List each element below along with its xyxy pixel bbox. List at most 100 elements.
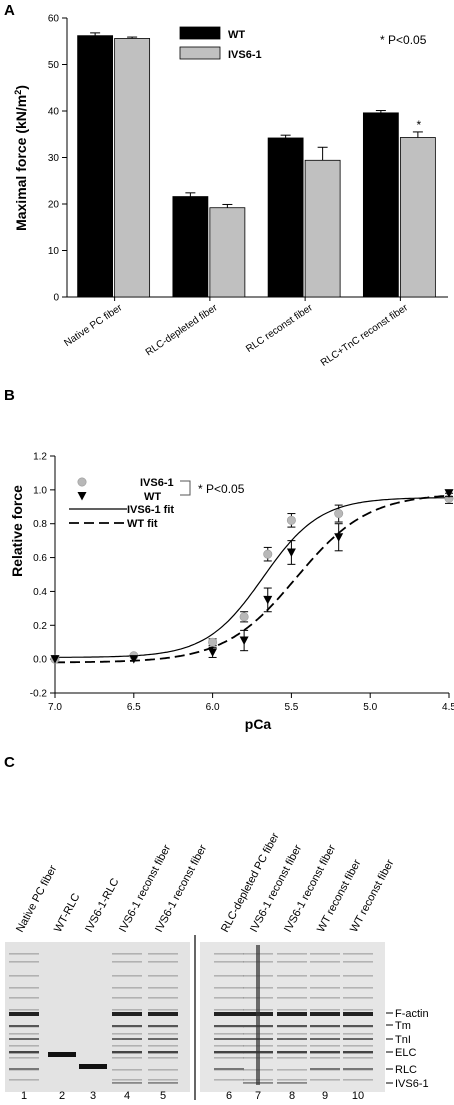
gel-band-faint	[310, 1009, 340, 1011]
lane-label: WT-RLC	[52, 891, 82, 934]
band-label: IVS6-1	[395, 1078, 429, 1090]
data-point-circle	[286, 515, 296, 525]
legend-marker-circle	[77, 477, 87, 487]
gel-band-faint	[310, 961, 340, 963]
gel-band-faint	[310, 1033, 340, 1035]
x-tick-label: 5.0	[363, 702, 377, 713]
x-tick-label: RLC reconst fiber	[244, 302, 315, 355]
x-tick-label: 7.0	[48, 702, 62, 713]
gel-band-f-actin	[214, 1012, 244, 1016]
gel-band-f-actin	[148, 1012, 178, 1016]
gel-band-ivs6-1	[148, 1082, 178, 1084]
lane-number: 4	[124, 1090, 130, 1102]
fit-curve	[55, 497, 449, 658]
gel-band-elc	[214, 1051, 244, 1054]
gel-band-faint	[343, 1057, 373, 1059]
gel-band-faint	[9, 975, 39, 977]
gel-band-faint	[112, 987, 142, 989]
gel-band-faint	[148, 1057, 178, 1059]
lane-number: 3	[90, 1090, 96, 1102]
x-tick-label: 4.5	[442, 702, 454, 713]
bar	[362, 112, 399, 298]
gel-band-faint	[277, 961, 307, 963]
gel-band-faint	[310, 975, 340, 977]
gel-band-rlc	[310, 1068, 340, 1070]
gel-band-faint	[343, 987, 373, 989]
fit-curve	[55, 494, 450, 664]
lane-number: 7	[255, 1090, 261, 1102]
gel-band-faint	[148, 997, 178, 999]
gel-band-faint	[9, 1057, 39, 1059]
gel-band-faint	[112, 1079, 142, 1081]
significance-note: * P<0.05	[380, 33, 427, 47]
lane-number: 5	[160, 1090, 166, 1102]
gel-band-ivs6-1	[277, 1082, 307, 1084]
gel-band-faint	[214, 1045, 244, 1047]
gel-band-faint	[148, 961, 178, 963]
gel-band-faint	[343, 1009, 373, 1011]
gel-band-faint	[277, 1079, 307, 1081]
y-tick-label: 20	[48, 200, 60, 211]
gel-band-rlc	[9, 1068, 39, 1070]
gel-band-tm	[214, 1025, 244, 1028]
gel-band-faint	[277, 1057, 307, 1059]
gel-band-faint	[148, 1033, 178, 1035]
gel-band-faint	[343, 975, 373, 977]
gel-band-faint	[9, 1009, 39, 1011]
lane-number: 2	[59, 1090, 65, 1102]
data-point-triangle	[50, 655, 60, 664]
gel-band-tm	[310, 1025, 340, 1028]
gel-band-faint	[277, 997, 307, 999]
band-label: Tm	[395, 1020, 411, 1032]
gel-band-faint	[9, 1033, 39, 1035]
gel-band-tni	[277, 1038, 307, 1040]
gel-band-faint	[214, 1057, 244, 1059]
gel-band-faint	[310, 997, 340, 999]
band-label: TnI	[395, 1034, 411, 1046]
data-point-triangle	[444, 489, 454, 498]
x-tick-label: 6.5	[127, 702, 141, 713]
gel-band-faint	[343, 1079, 373, 1081]
legend-label: IVS6-1	[140, 477, 174, 489]
y-tick-label: 0.0	[33, 655, 47, 666]
lane-number: 10	[352, 1090, 364, 1102]
gel-band-faint	[277, 975, 307, 977]
gel-band-faint	[112, 997, 142, 999]
significance-note: * P<0.05	[198, 482, 245, 496]
data-point-triangle	[263, 595, 273, 605]
y-tick-label: 40	[48, 107, 60, 118]
gel-band-faint	[148, 1045, 178, 1047]
y-axis-title: Maximal force (kN/m2)	[13, 85, 29, 231]
gel-right-block	[200, 942, 385, 1092]
lane-number: 6	[226, 1090, 232, 1102]
gel-band-faint	[277, 1033, 307, 1035]
bar	[77, 35, 114, 298]
data-point-triangle	[334, 533, 344, 542]
y-tick-label: 0.4	[33, 587, 47, 598]
gel-band-ivs6-1-rlc	[79, 1064, 107, 1069]
band-label: F-actin	[395, 1008, 429, 1020]
gel-band-faint	[9, 987, 39, 989]
gel-band-faint	[148, 1079, 178, 1081]
gel-band-faint	[112, 1069, 142, 1071]
gel-band-elc	[343, 1051, 373, 1054]
significance-star: *	[417, 118, 422, 132]
y-tick-label: -0.2	[30, 689, 48, 700]
gel-band-f-actin	[9, 1012, 39, 1016]
gel-band-faint	[310, 1079, 340, 1081]
gel-band-faint	[9, 1045, 39, 1047]
lane-label: IVS6-1-RLC	[83, 876, 121, 934]
gel-band-faint	[112, 961, 142, 963]
band-label: RLC	[395, 1064, 417, 1076]
y-tick-label: 0.6	[33, 553, 47, 564]
gel-band-wt-rlc	[48, 1052, 76, 1057]
gel-band-faint	[343, 961, 373, 963]
gel-band-faint	[214, 961, 244, 963]
y-axis-title: Relative force	[9, 485, 25, 577]
band-label: ELC	[395, 1047, 416, 1059]
legend-label: IVS6-1 fit	[127, 504, 174, 516]
gel-band-faint	[112, 1009, 142, 1011]
gel-band-rlc	[214, 1068, 244, 1070]
gel-band-faint	[343, 1045, 373, 1047]
gel-band-faint	[112, 1033, 142, 1035]
